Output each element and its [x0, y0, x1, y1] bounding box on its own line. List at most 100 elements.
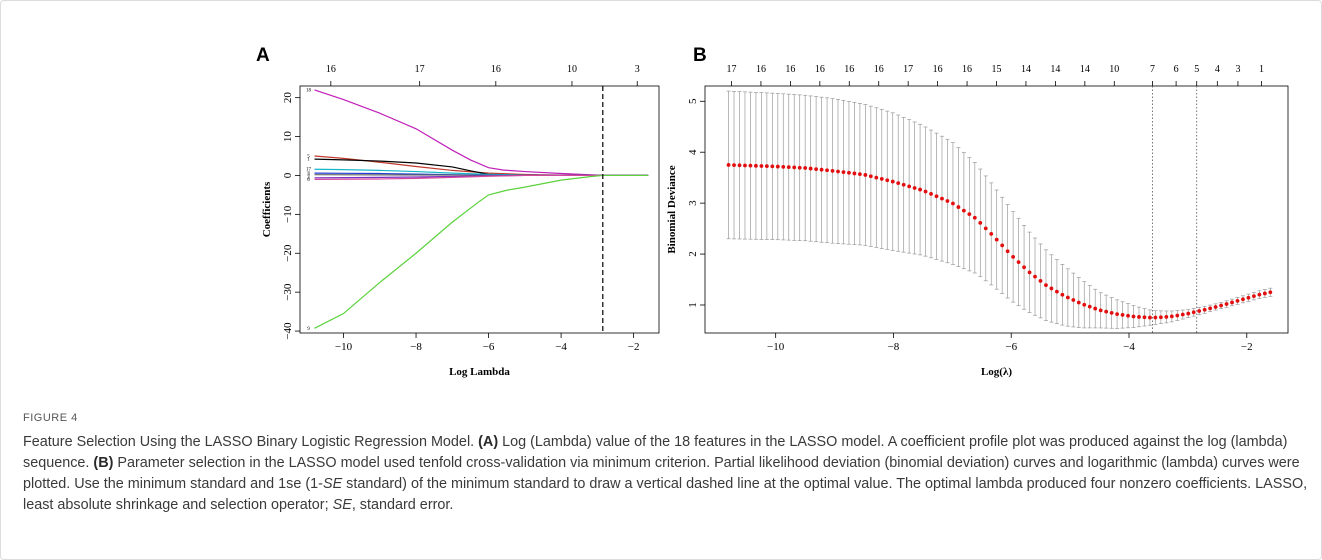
caption-part: Log (Lambda) value of the 18 features in… [23, 434, 1288, 471]
deviance-point [1104, 309, 1109, 314]
deviance-point [847, 170, 851, 175]
deviance-point [1071, 298, 1076, 302]
deviance-point [1148, 315, 1152, 320]
deviance-point [1169, 314, 1174, 319]
y-tick-label: −40 [282, 322, 294, 340]
deviance-point [1175, 313, 1180, 318]
top-tick-label: 16 [815, 64, 825, 75]
deviance-point [1098, 308, 1103, 313]
deviance-point [1109, 310, 1114, 315]
deviance-point [1000, 243, 1005, 248]
top-tick-label: 16 [756, 64, 766, 75]
deviance-point [972, 215, 977, 220]
deviance-point [1082, 302, 1087, 307]
deviance-point [879, 177, 884, 181]
deviance-point [1126, 313, 1130, 318]
deviance-point [1044, 283, 1048, 288]
deviance-point [1137, 315, 1141, 319]
deviance-point [1202, 307, 1207, 312]
deviance-point [764, 164, 769, 169]
top-tick-label: 16 [491, 64, 501, 75]
deviance-point [852, 171, 857, 176]
deviance-point [923, 189, 928, 194]
deviance-point [1180, 312, 1185, 317]
deviance-point [874, 175, 879, 180]
figure-caption: FIGURE 4 Feature Selection Using the LAS… [23, 412, 1313, 516]
series-label: 18 [306, 88, 312, 93]
deviance-point [1268, 290, 1273, 295]
deviance-point [748, 163, 753, 168]
caption-part: Feature Selection Using the LASSO Binary… [23, 434, 479, 450]
deviance-point [1158, 315, 1163, 320]
deviance-point [940, 196, 944, 201]
deviance-point [1022, 265, 1026, 270]
deviance-point [1065, 295, 1070, 300]
deviance-point [825, 168, 829, 173]
deviance-point [1164, 315, 1169, 319]
top-tick-label: 10 [1109, 64, 1119, 75]
caption-italic-se: SE [322, 476, 343, 492]
caption-italic-se: SE [332, 497, 352, 513]
deviance-point [781, 164, 786, 169]
deviance-point [1191, 310, 1196, 315]
top-tick-label: 15 [992, 64, 1002, 75]
series-label: 5 [307, 155, 310, 160]
deviance-point [1219, 303, 1223, 308]
deviance-point [912, 186, 917, 190]
deviance-point [754, 163, 758, 168]
top-tick-label: 5 [1194, 64, 1199, 75]
deviance-point [907, 184, 912, 189]
deviance-point [1246, 295, 1251, 300]
deviance-point [961, 208, 966, 213]
deviance-point [1213, 305, 1218, 309]
deviance-point [1033, 274, 1037, 279]
deviance-point [775, 164, 780, 169]
deviance-point [1093, 306, 1098, 311]
y-tick-label: 20 [282, 92, 294, 104]
deviance-point [1131, 314, 1136, 319]
deviance-point [1027, 270, 1032, 275]
top-tick-label: 4 [1215, 64, 1220, 75]
deviance-point [951, 201, 955, 206]
deviance-point [1224, 302, 1229, 306]
deviance-point [1262, 291, 1267, 296]
deviance-point [732, 163, 736, 168]
y-tick-label: 1 [687, 302, 699, 308]
deviance-point [792, 165, 797, 170]
deviance-point [1115, 312, 1120, 317]
x-tick-label: −2 [628, 341, 640, 353]
deviance-point [890, 179, 895, 184]
top-tick-label: 14 [1050, 64, 1060, 75]
x-tick-label: −4 [1123, 341, 1135, 353]
x-tick-label: −8 [410, 341, 422, 353]
top-tick-label: 16 [962, 64, 972, 75]
y-tick-label: 5 [687, 98, 699, 104]
deviance-point [1016, 260, 1021, 264]
x-tick-label: −4 [555, 341, 567, 353]
deviance-point [1252, 294, 1256, 299]
top-tick-label: 16 [785, 64, 795, 75]
deviance-point [934, 194, 939, 199]
x-tick-label: −10 [767, 341, 785, 353]
deviance-point [945, 199, 950, 203]
panel-a-label: A [256, 45, 270, 66]
deviance-point [841, 170, 846, 175]
deviance-point [983, 226, 988, 231]
deviance-point [1055, 289, 1059, 294]
coefficient-line [314, 174, 649, 180]
deviance-point [814, 167, 819, 172]
deviance-point [967, 212, 972, 217]
deviance-point [1060, 292, 1065, 297]
top-tick-label: 16 [844, 64, 854, 75]
caption-part: standard) of the minimum standard to dra… [23, 476, 1308, 513]
top-tick-label: 16 [874, 64, 884, 75]
deviance-point [978, 220, 983, 225]
x-tick-label: −6 [1005, 341, 1017, 353]
coefficient-line [314, 174, 649, 329]
deviance-point [918, 187, 922, 192]
deviance-point [1241, 297, 1245, 302]
deviance-point [1186, 311, 1191, 316]
series-label: 4 [307, 176, 310, 181]
